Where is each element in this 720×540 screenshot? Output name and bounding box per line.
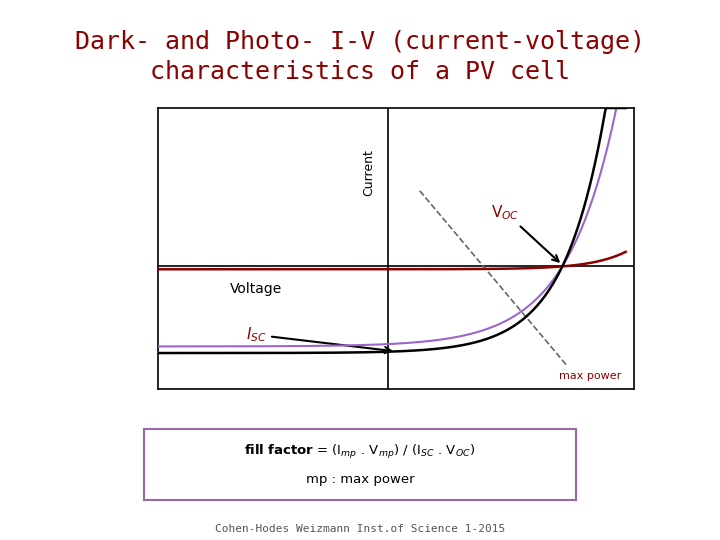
Text: mp : max power: mp : max power <box>306 474 414 487</box>
Text: Voltage: Voltage <box>230 282 282 296</box>
Text: V$_{OC}$: V$_{OC}$ <box>491 203 559 261</box>
Text: $\mathbf{fill\ factor}$ = (I$_{mp}$ . V$_{mp}$) / (I$_{SC}$ . V$_{OC}$): $\mathbf{fill\ factor}$ = (I$_{mp}$ . V$… <box>244 443 476 461</box>
Text: Current: Current <box>363 150 376 196</box>
Text: I$_{SC}$: I$_{SC}$ <box>246 326 391 353</box>
Text: Cohen-Hodes Weizmann Inst.of Science 1-2015: Cohen-Hodes Weizmann Inst.of Science 1-2… <box>215 523 505 534</box>
Text: Dark- and Photo- I-V (current-voltage)
characteristics of a PV cell: Dark- and Photo- I-V (current-voltage) c… <box>75 30 645 84</box>
Text: max power: max power <box>559 371 621 381</box>
